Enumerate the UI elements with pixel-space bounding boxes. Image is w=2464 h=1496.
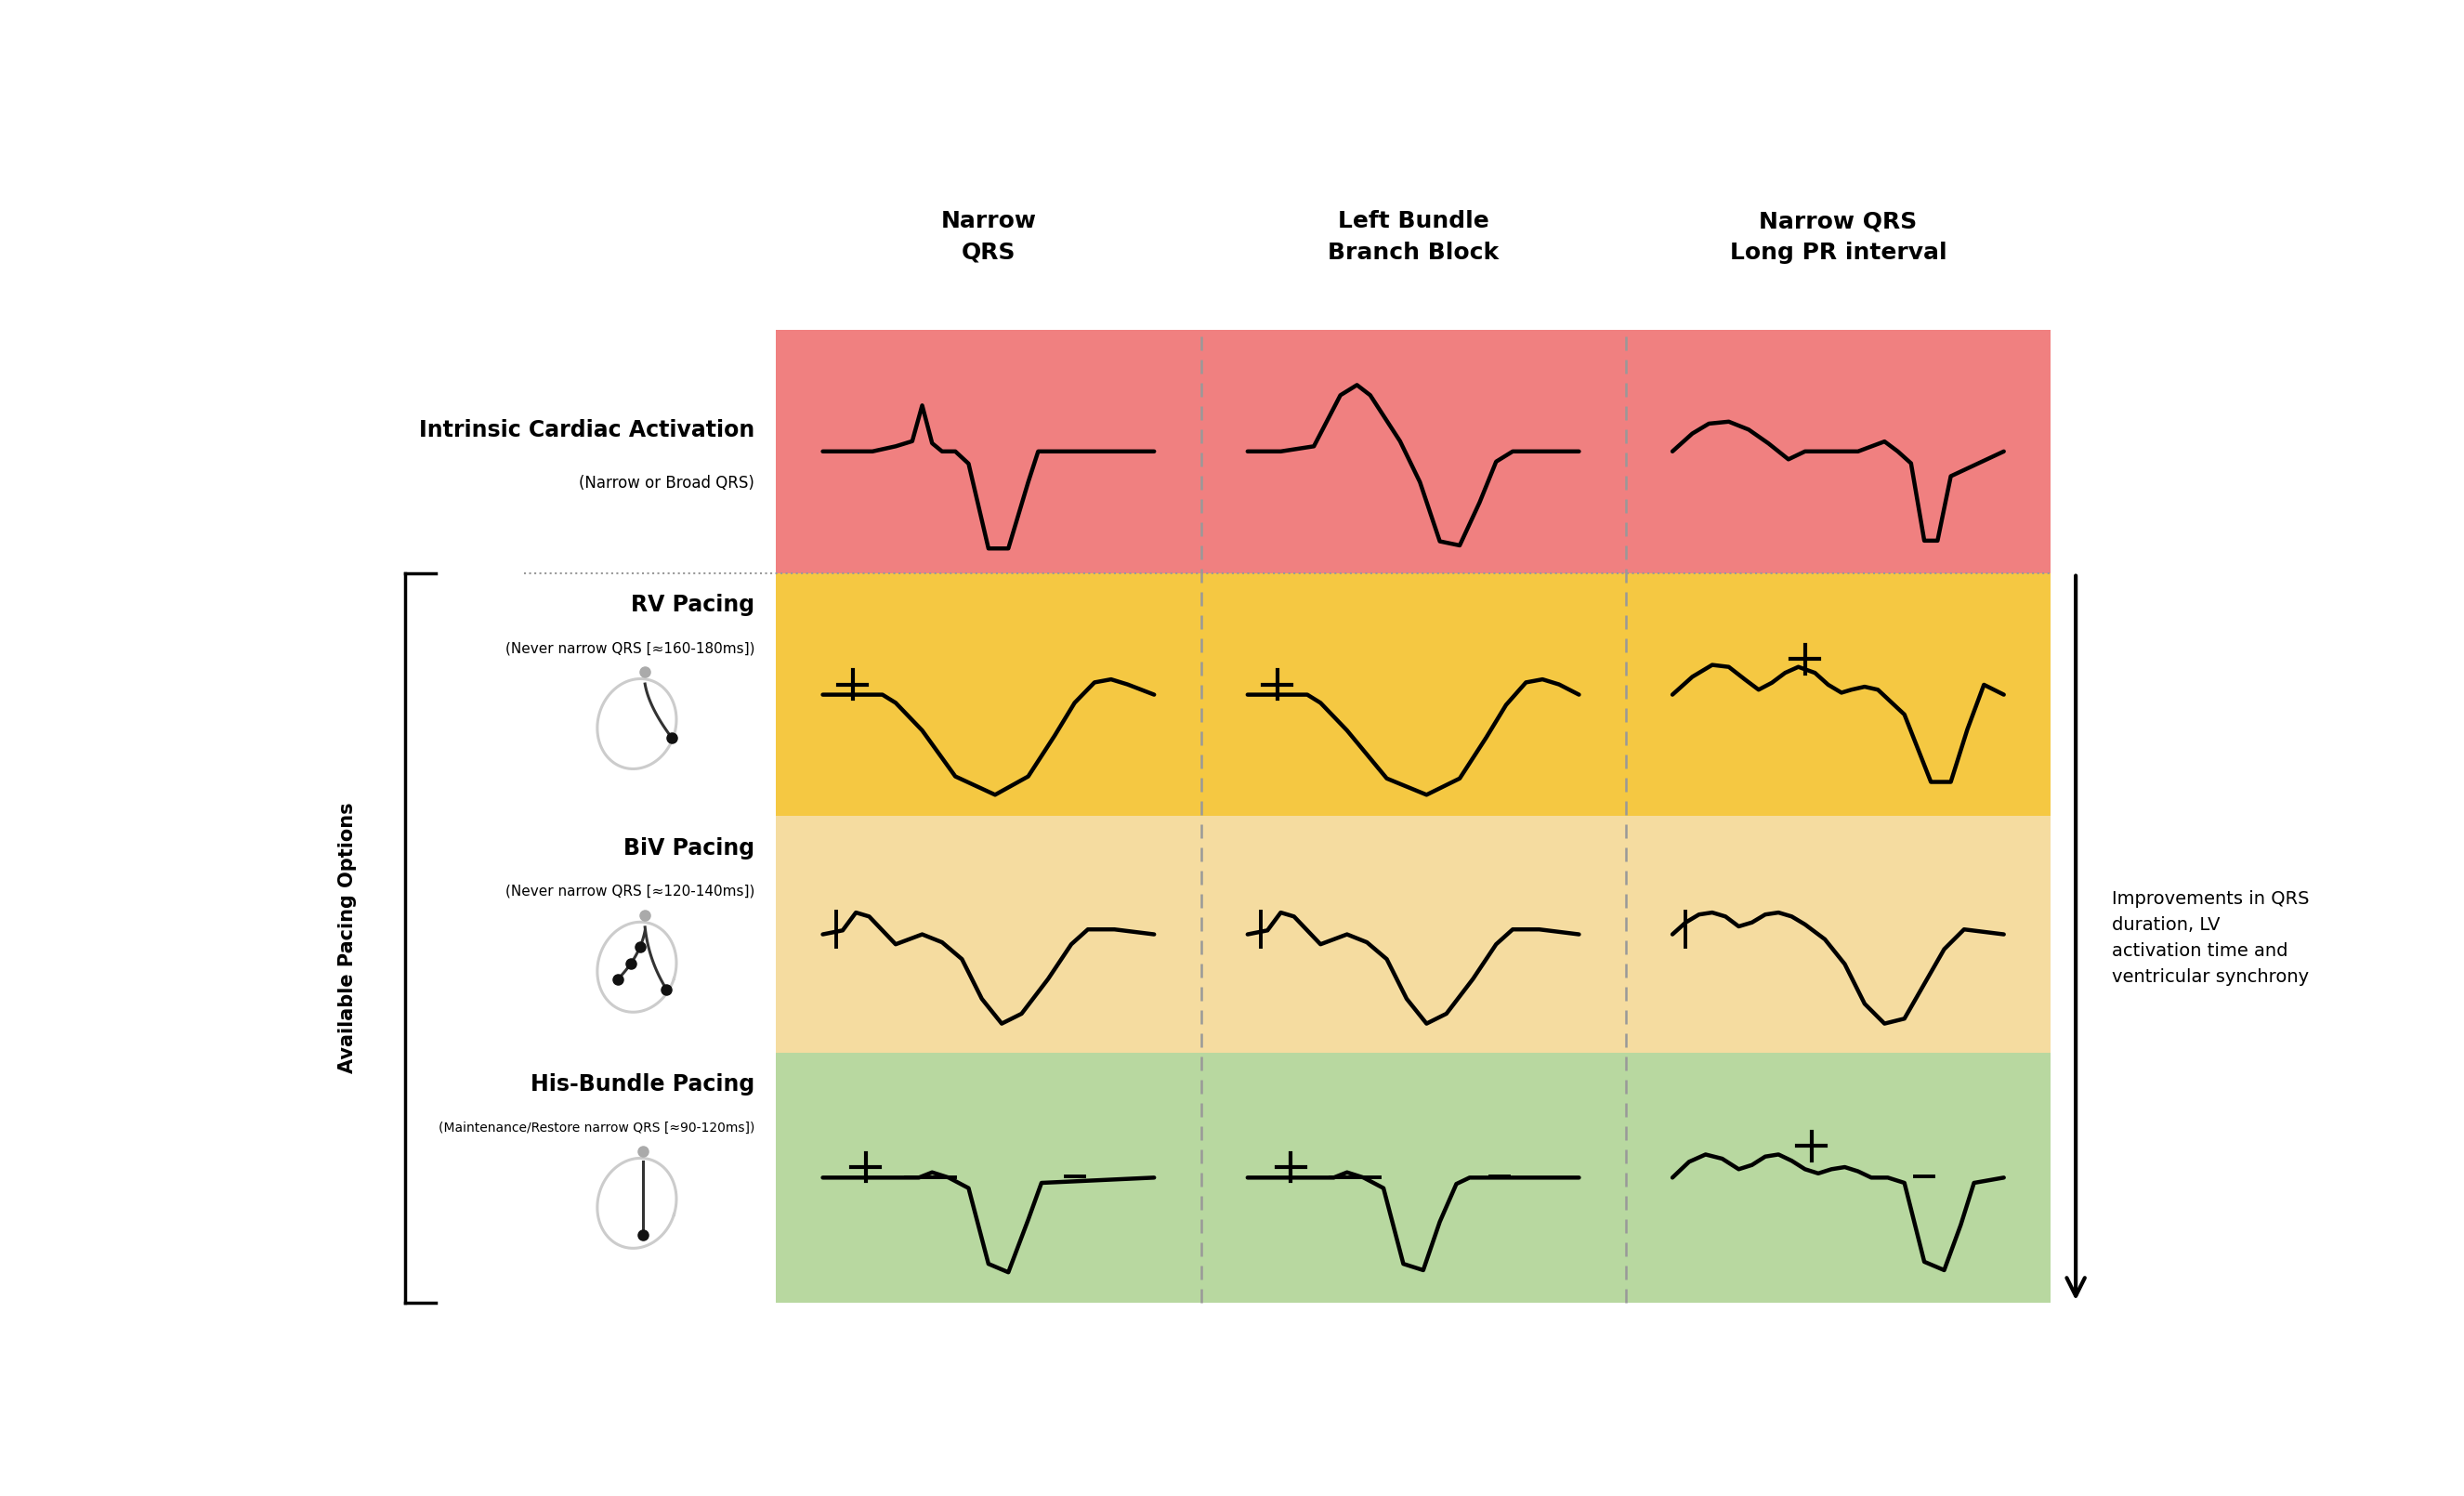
Text: (Never narrow QRS [≈120-140ms]): (Never narrow QRS [≈120-140ms])	[505, 884, 754, 899]
Text: Available Pacing Options: Available Pacing Options	[338, 802, 357, 1074]
Text: Improvements in QRS
duration, LV
activation time and
ventricular synchrony: Improvements in QRS duration, LV activat…	[2112, 890, 2309, 986]
Text: His-Bundle Pacing: His-Bundle Pacing	[530, 1074, 754, 1095]
Text: (Narrow or Broad QRS): (Narrow or Broad QRS)	[579, 476, 754, 492]
Text: Intrinsic Cardiac Activation: Intrinsic Cardiac Activation	[419, 419, 754, 441]
Bar	[776, 817, 2050, 1052]
Bar	[776, 573, 2050, 817]
Bar	[776, 329, 2050, 573]
Text: Narrow QRS
Long PR interval: Narrow QRS Long PR interval	[1730, 209, 1947, 263]
Text: Narrow
QRS: Narrow QRS	[941, 209, 1037, 263]
Text: (Never narrow QRS [≈160-180ms]): (Never narrow QRS [≈160-180ms])	[505, 642, 754, 655]
Text: RV Pacing: RV Pacing	[631, 594, 754, 616]
Text: Left Bundle
Branch Block: Left Bundle Branch Block	[1328, 209, 1498, 263]
Text: (Maintenance/Restore narrow QRS [≈90-120ms]): (Maintenance/Restore narrow QRS [≈90-120…	[439, 1121, 754, 1134]
Text: BiV Pacing: BiV Pacing	[623, 838, 754, 860]
Bar	[776, 1052, 2050, 1303]
